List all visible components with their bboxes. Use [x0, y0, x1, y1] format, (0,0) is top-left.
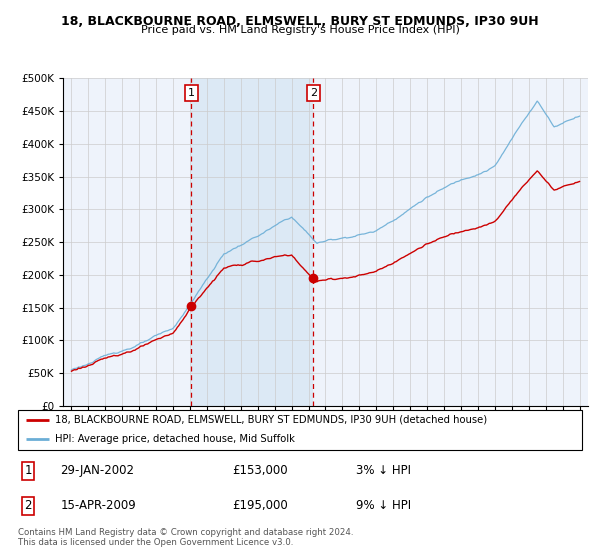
Text: £153,000: £153,000: [232, 464, 288, 477]
Text: 9% ↓ HPI: 9% ↓ HPI: [356, 500, 412, 512]
Text: Contains HM Land Registry data © Crown copyright and database right 2024.
This d: Contains HM Land Registry data © Crown c…: [18, 528, 353, 548]
Text: 18, BLACKBOURNE ROAD, ELMSWELL, BURY ST EDMUNDS, IP30 9UH (detached house): 18, BLACKBOURNE ROAD, ELMSWELL, BURY ST …: [55, 415, 487, 425]
Bar: [191, 78, 313, 406]
Text: 18, BLACKBOURNE ROAD, ELMSWELL, BURY ST EDMUNDS, IP30 9UH: 18, BLACKBOURNE ROAD, ELMSWELL, BURY ST …: [61, 15, 539, 27]
Text: HPI: Average price, detached house, Mid Suffolk: HPI: Average price, detached house, Mid …: [55, 434, 295, 444]
Text: 29-JAN-2002: 29-JAN-2002: [60, 464, 134, 477]
Text: 3% ↓ HPI: 3% ↓ HPI: [356, 464, 412, 477]
Text: Price paid vs. HM Land Registry's House Price Index (HPI): Price paid vs. HM Land Registry's House …: [140, 25, 460, 35]
Text: 1: 1: [188, 88, 195, 98]
Text: 2: 2: [25, 500, 32, 512]
Text: 15-APR-2009: 15-APR-2009: [60, 500, 136, 512]
Text: 1: 1: [25, 464, 32, 477]
Text: 2: 2: [310, 88, 317, 98]
Text: £195,000: £195,000: [232, 500, 288, 512]
